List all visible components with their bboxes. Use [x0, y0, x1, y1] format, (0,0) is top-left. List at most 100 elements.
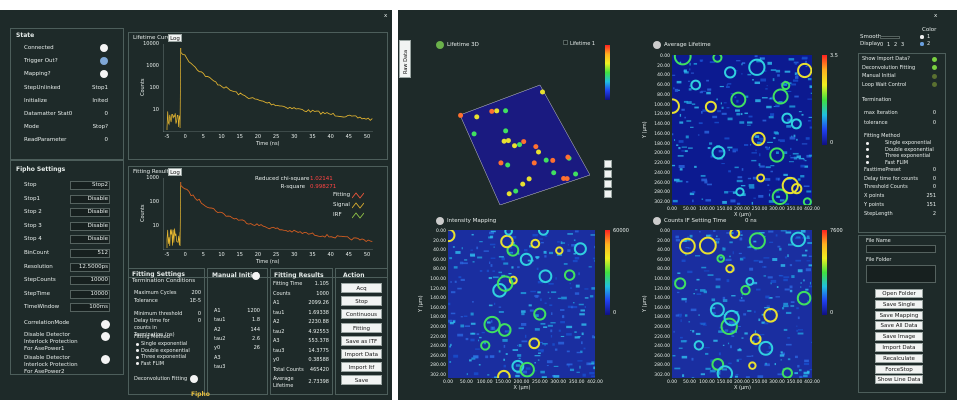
signal-noise — [166, 228, 181, 248]
setting-field[interactable] — [70, 276, 110, 286]
setting-field[interactable] — [70, 235, 110, 245]
view-button[interactable] — [604, 180, 612, 188]
map-texture — [729, 345, 732, 349]
action-button[interactable]: Continuous Acq — [341, 309, 382, 328]
map-texture — [758, 318, 761, 322]
log-button[interactable]: Log — [168, 168, 182, 176]
radio[interactable] — [920, 35, 924, 39]
map-texture — [744, 332, 748, 335]
map-texture — [758, 194, 764, 198]
param-value: 1200 — [247, 308, 260, 314]
file-button[interactable]: Show Line Data — [875, 375, 923, 385]
toggle[interactable] — [100, 354, 110, 364]
action-button[interactable]: Import Data — [341, 349, 382, 359]
map-texture — [470, 338, 475, 342]
indicator — [100, 44, 108, 52]
toggle[interactable] — [190, 375, 198, 383]
map-texture — [736, 112, 741, 116]
map-texture — [529, 309, 534, 312]
setting-field[interactable] — [70, 262, 110, 272]
panel-toggle[interactable] — [436, 41, 444, 49]
setting-field[interactable] — [70, 289, 110, 299]
radio[interactable] — [865, 148, 869, 151]
file-folder-input[interactable] — [866, 265, 936, 283]
action-button[interactable]: Stop — [341, 296, 382, 307]
file-button[interactable]: Save Image — [875, 332, 923, 342]
toggle[interactable] — [100, 319, 110, 329]
map-texture — [534, 362, 537, 364]
map-texture — [795, 259, 802, 262]
radio[interactable] — [865, 161, 869, 164]
toggle[interactable] — [100, 331, 110, 341]
panel-toggle[interactable] — [653, 217, 661, 225]
checkbox[interactable] — [563, 40, 568, 45]
map-texture — [470, 322, 476, 325]
file-button[interactable]: Recalculate — [875, 353, 923, 363]
map-texture — [770, 69, 777, 71]
setting-field[interactable] — [70, 249, 110, 258]
close-button[interactable]: x — [934, 13, 938, 19]
radio[interactable] — [920, 42, 924, 46]
map-texture — [687, 270, 693, 274]
map-texture — [726, 279, 730, 283]
setting-field[interactable] — [70, 221, 110, 231]
file-name-input[interactable] — [866, 245, 936, 253]
map-texture — [718, 150, 725, 153]
action-button[interactable]: Acq — [341, 283, 382, 293]
setting-label: StepTime — [24, 290, 50, 297]
check-indicator[interactable] — [931, 65, 937, 70]
smooth-slider[interactable] — [880, 36, 900, 39]
map-texture — [768, 116, 774, 119]
colorbar — [605, 230, 610, 315]
radio[interactable] — [865, 154, 869, 158]
view-button[interactable] — [604, 170, 612, 178]
file-button[interactable]: ForceStop — [875, 364, 923, 374]
action-button[interactable]: Save as ITF — [341, 335, 382, 346]
setting-field[interactable] — [70, 208, 110, 218]
file-button[interactable]: Save Single Curve — [875, 299, 923, 317]
action-button[interactable]: Save — [341, 375, 382, 386]
setting-field[interactable] — [70, 303, 110, 313]
file-button[interactable]: Open Folder — [875, 289, 923, 298]
action-button[interactable]: Fitting — [341, 322, 382, 333]
check-indicator[interactable] — [931, 73, 937, 79]
map-texture — [698, 314, 700, 316]
check-indicator[interactable] — [931, 82, 937, 87]
radio[interactable] — [135, 349, 139, 352]
map-texture — [790, 156, 795, 159]
close-button[interactable]: x — [384, 13, 388, 19]
check-indicator[interactable] — [931, 56, 937, 62]
map-texture — [797, 316, 800, 320]
file-button[interactable]: Import Data — [875, 343, 923, 352]
setting-field[interactable] — [70, 194, 110, 204]
map-texture — [729, 331, 732, 334]
map-texture — [736, 202, 741, 205]
file-button[interactable]: Save Mapping Data — [875, 310, 923, 328]
map-texture — [700, 289, 706, 292]
x-tick-label: 25 — [272, 134, 280, 140]
view-button[interactable] — [604, 190, 612, 198]
panel-toggle[interactable] — [436, 217, 444, 225]
radio[interactable] — [135, 342, 139, 346]
radio[interactable] — [135, 362, 139, 365]
map-texture — [672, 199, 678, 203]
setting-field[interactable] — [70, 181, 110, 190]
log-button[interactable]: Log — [168, 34, 182, 42]
toggle[interactable] — [252, 272, 260, 280]
file-button[interactable]: Save All Data — [875, 321, 923, 331]
3d-cell — [561, 175, 567, 181]
raw-data-tab[interactable] — [399, 40, 411, 78]
colorbar-gradient — [605, 230, 610, 315]
map-cell — [497, 369, 511, 378]
option-label: 1 — [887, 42, 891, 48]
panel-toggle[interactable] — [653, 41, 661, 49]
radio[interactable] — [865, 141, 869, 145]
x-tick-label: 20 — [254, 134, 262, 140]
map-texture — [696, 278, 700, 281]
map-cell — [483, 315, 501, 334]
option-label: X points — [864, 193, 885, 200]
map-texture — [785, 90, 792, 93]
radio[interactable] — [135, 355, 139, 359]
action-button[interactable]: Import Itf — [341, 362, 382, 373]
view-button[interactable] — [604, 160, 612, 168]
